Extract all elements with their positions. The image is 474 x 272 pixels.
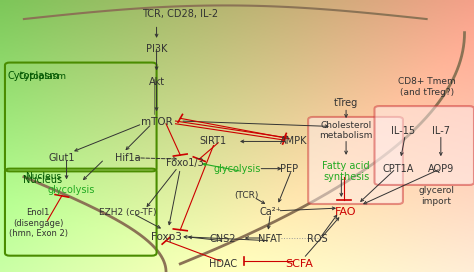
Text: mTOR: mTOR bbox=[141, 118, 173, 127]
Text: CNS2: CNS2 bbox=[210, 234, 236, 244]
Text: Cytoplasm: Cytoplasm bbox=[8, 71, 59, 81]
Text: IL-15: IL-15 bbox=[391, 126, 415, 135]
Text: PEP: PEP bbox=[280, 164, 298, 174]
Text: Nucleus: Nucleus bbox=[25, 172, 61, 181]
Text: Hif1a: Hif1a bbox=[115, 153, 141, 163]
FancyBboxPatch shape bbox=[374, 106, 474, 185]
FancyBboxPatch shape bbox=[308, 117, 403, 204]
Text: glycolysis: glycolysis bbox=[213, 164, 261, 174]
Text: Cytoplasm: Cytoplasm bbox=[19, 72, 67, 81]
Text: AMPK: AMPK bbox=[280, 137, 308, 146]
Text: Foxp3: Foxp3 bbox=[151, 232, 182, 242]
Text: TCR, CD28, IL-2: TCR, CD28, IL-2 bbox=[142, 9, 219, 18]
Text: Akt: Akt bbox=[148, 77, 164, 86]
Text: EZH2 (co-TF): EZH2 (co-TF) bbox=[100, 208, 157, 217]
Text: Enol1
(disengage)
(hmn, Exon 2): Enol1 (disengage) (hmn, Exon 2) bbox=[9, 208, 68, 238]
Text: IL-7: IL-7 bbox=[432, 126, 450, 135]
Text: Foxo1/3: Foxo1/3 bbox=[166, 158, 204, 168]
Text: (TCR): (TCR) bbox=[235, 191, 259, 200]
Text: PI3K: PI3K bbox=[146, 44, 167, 54]
Text: Glut1: Glut1 bbox=[48, 153, 75, 163]
Text: SIRT1: SIRT1 bbox=[200, 137, 227, 146]
Text: glycolysis: glycolysis bbox=[47, 186, 95, 195]
Text: SCFA: SCFA bbox=[285, 259, 313, 269]
Text: ROS: ROS bbox=[307, 234, 328, 244]
Text: glycerol
import: glycerol import bbox=[418, 186, 454, 206]
Text: NFAT: NFAT bbox=[258, 234, 282, 244]
Text: AQP9: AQP9 bbox=[428, 164, 454, 174]
Text: Nucleus: Nucleus bbox=[23, 175, 63, 184]
Text: FAO: FAO bbox=[335, 207, 357, 217]
Text: tTreg: tTreg bbox=[334, 98, 358, 108]
Text: HDAC: HDAC bbox=[209, 259, 237, 269]
Text: CD8+ Tmem
(and tTreg?): CD8+ Tmem (and tTreg?) bbox=[398, 77, 456, 97]
Text: Cholesterol
metabolism: Cholesterol metabolism bbox=[319, 121, 373, 140]
Text: Fatty acid
synthesis: Fatty acid synthesis bbox=[322, 160, 370, 182]
Text: CPT1A: CPT1A bbox=[383, 164, 414, 174]
Text: Ca²⁺: Ca²⁺ bbox=[259, 207, 281, 217]
